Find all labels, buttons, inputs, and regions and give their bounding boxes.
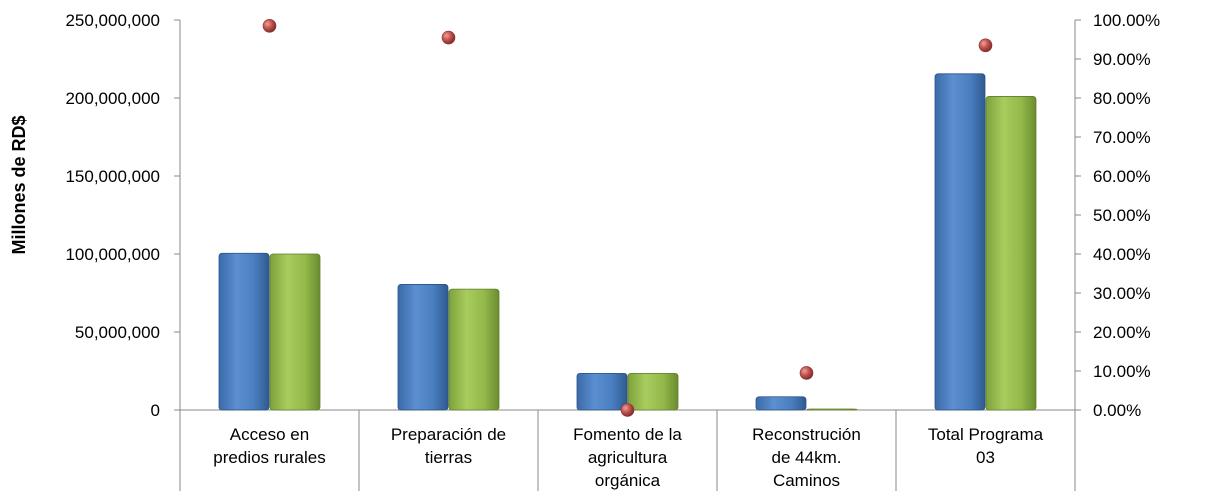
left-tick-label: 0: [151, 401, 160, 420]
bar-series2-cat2: [448, 288, 500, 411]
bar-series2-cat3: [627, 372, 679, 411]
bar-series1-cat5: [934, 73, 986, 411]
bar-series1-cat4: [755, 396, 807, 411]
bar-series1-cat2: [397, 284, 449, 411]
point-cat5: [978, 38, 993, 53]
left-tick-label: 250,000,000: [65, 11, 160, 30]
bar-series1-cat1: [218, 252, 270, 411]
right-axis-ticks: 0.00% 10.00% 20.00% 30.00% 40.00% 50.00% 60.00…: [1075, 11, 1160, 420]
bar-series1-cat3: [576, 372, 628, 411]
category-dividers: [179, 410, 1076, 491]
left-tick-label: 150,000,000: [65, 167, 160, 186]
scatter-points: [262, 19, 993, 417]
category-label: Reconstrución de 44km. Caminos: [752, 425, 861, 490]
category-label: Acceso en predios rurales: [213, 425, 325, 467]
right-tick-label: 30.00%: [1093, 284, 1151, 303]
right-tick-label: 20.00%: [1093, 323, 1151, 342]
category-label: Fomento de la agricultura orgánica: [573, 425, 682, 490]
category-label: Total Programa 03: [928, 425, 1044, 467]
right-tick-label: 90.00%: [1093, 50, 1151, 69]
bar-series2-cat4: [806, 408, 858, 411]
left-tick-label: 200,000,000: [65, 89, 160, 108]
left-tick-label: 100,000,000: [65, 245, 160, 264]
right-tick-label: 0.00%: [1093, 401, 1141, 420]
right-tick-label: 50.00%: [1093, 206, 1151, 225]
right-tick-label: 10.00%: [1093, 362, 1151, 381]
point-cat4: [799, 366, 814, 380]
bar-series2-cat1: [269, 253, 321, 411]
category-labels: Acceso en predios rurales Preparación de ti…: [213, 425, 1043, 490]
y-axis-title: Millones de RD$: [9, 115, 29, 254]
point-cat1: [262, 19, 277, 33]
bar-series2-cat5: [985, 96, 1037, 411]
right-tick-label: 60.00%: [1093, 167, 1151, 186]
left-axis-ticks: 0 50,000,000 100,000,000 150,000,000 200,000…: [65, 11, 180, 420]
right-tick-label: 40.00%: [1093, 245, 1151, 264]
category-label: Preparación de tierras: [391, 425, 506, 467]
point-cat3: [620, 403, 635, 417]
bars: [218, 73, 1037, 411]
right-tick-label: 70.00%: [1093, 128, 1151, 147]
right-tick-label: 80.00%: [1093, 89, 1151, 108]
left-tick-label: 50,000,000: [75, 323, 160, 342]
right-tick-label: 100.00%: [1093, 11, 1160, 30]
point-cat2: [441, 30, 456, 45]
